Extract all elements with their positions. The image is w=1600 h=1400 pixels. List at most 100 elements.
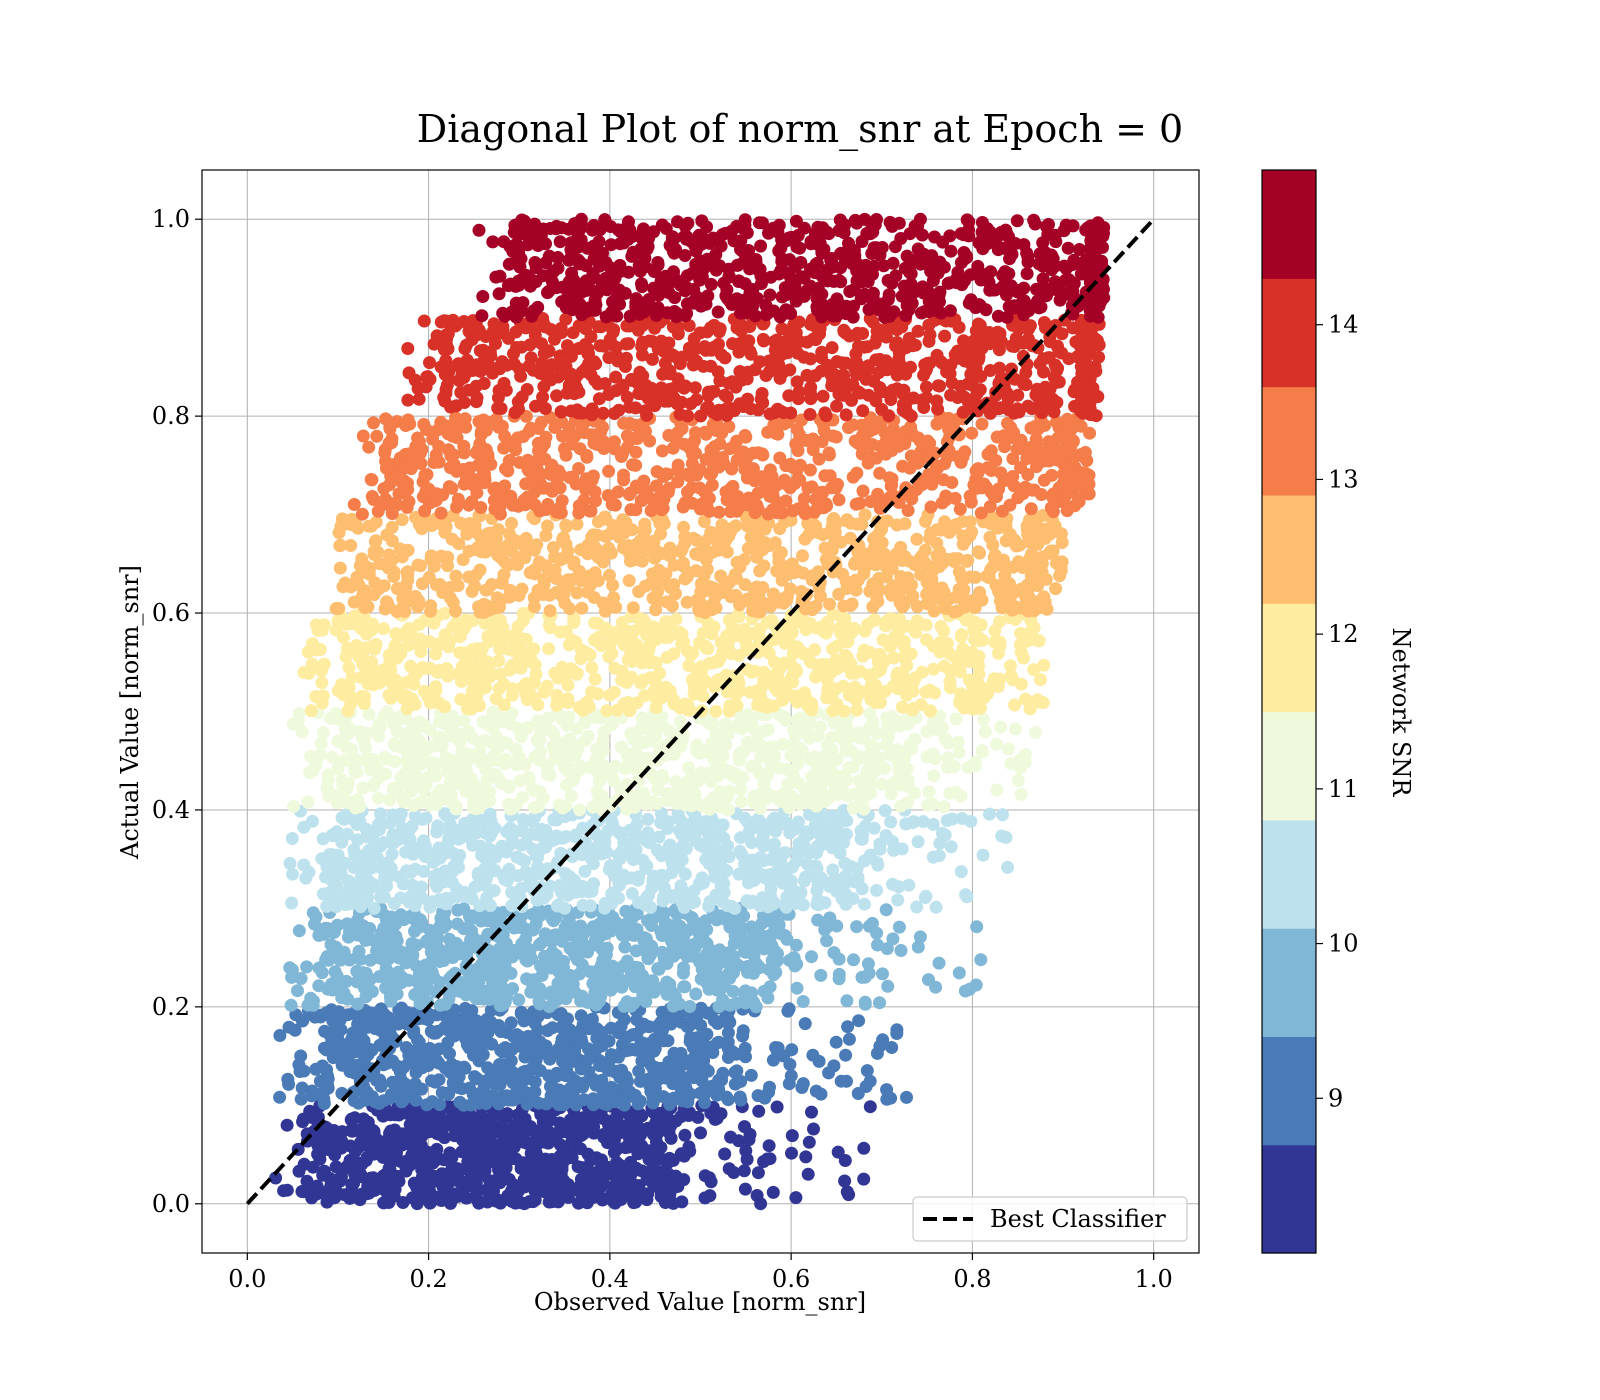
scatter-point (383, 1138, 397, 1152)
scatter-point (675, 1195, 689, 1209)
scatter-point (727, 1166, 741, 1179)
scatter-point (509, 742, 523, 756)
scatter-point (673, 919, 687, 933)
scatter-point (480, 789, 494, 803)
scatter-point (763, 980, 777, 994)
scatter-point (765, 613, 779, 627)
scatter-point (684, 911, 698, 924)
scatter-point (366, 830, 380, 843)
scatter-point (433, 783, 447, 797)
scatter-point (550, 1194, 564, 1208)
scatter-point (348, 1145, 362, 1158)
scatter-point (362, 1186, 376, 1200)
scatter-point (920, 724, 934, 738)
scatter-point (284, 998, 298, 1012)
scatter-point (721, 1026, 735, 1040)
scatter-point (558, 761, 571, 775)
scatter-point (954, 865, 968, 879)
scatter-point (562, 710, 576, 724)
scatter-point (803, 846, 817, 860)
scatter-point (307, 1183, 321, 1197)
scatter-point (878, 804, 892, 818)
scatter-point (780, 932, 794, 946)
scatter-point (811, 913, 825, 927)
scatter-point (767, 837, 781, 851)
scatter-point (553, 1138, 567, 1152)
scatter-point (292, 924, 306, 938)
scatter-point (340, 780, 354, 794)
scatter-point (865, 745, 879, 759)
scatter-point (542, 1132, 556, 1146)
scatter-point (432, 1056, 446, 1070)
scatter-point (342, 661, 356, 674)
scatter-point (805, 1105, 818, 1119)
scatter-point (542, 642, 556, 656)
scatter-point (851, 1087, 865, 1100)
scatter-point (496, 868, 510, 882)
scatter-point (770, 1100, 784, 1114)
scatter-point (419, 811, 433, 825)
scatter-point (305, 814, 319, 828)
scatter-point (566, 985, 580, 999)
scatter-point (351, 997, 365, 1011)
scatter-point (873, 996, 886, 1010)
scatter-point (576, 927, 589, 941)
scatter-point (374, 1181, 388, 1195)
scatter-point (709, 704, 723, 718)
scatter-point (558, 901, 572, 915)
scatter-point (294, 972, 308, 985)
scatter-point (996, 808, 1009, 822)
scatter-point (870, 926, 884, 940)
scatter-point (958, 984, 972, 998)
scatter-point (838, 1174, 852, 1188)
scatter-point (295, 1185, 309, 1198)
scatter-point (857, 1141, 871, 1155)
scatter-point (716, 1066, 730, 1080)
scatter-point (953, 665, 967, 679)
scatter-point (727, 949, 741, 963)
scatter-point (306, 1160, 320, 1174)
scatter-point (626, 1090, 640, 1103)
scatter-point (544, 961, 558, 975)
scatter-point (488, 821, 502, 835)
scatter-point (955, 628, 969, 642)
scatter-point (393, 1154, 407, 1168)
scatter-point (590, 764, 604, 777)
scatter-point (506, 658, 520, 672)
scatter-point (929, 900, 943, 914)
scatter-point (839, 887, 852, 901)
scatter-point (458, 1162, 472, 1176)
scatter-point (291, 713, 305, 727)
scatter-point (784, 658, 798, 671)
scatter-point (352, 1096, 365, 1110)
scatter-point (509, 798, 523, 811)
scatter-point (353, 1193, 367, 1207)
scatter-point (693, 838, 707, 852)
scatter-point (444, 1111, 458, 1125)
scatter-point (693, 746, 707, 760)
scatter-point (697, 876, 711, 890)
scatter-point (832, 972, 846, 986)
scatter-point (664, 1017, 678, 1031)
scatter-point (583, 899, 597, 913)
scatter-point (479, 1117, 493, 1130)
scatter-point (613, 878, 626, 892)
scatter-point (689, 987, 703, 1001)
scatter-point (865, 916, 879, 930)
scatter-point (491, 988, 505, 1001)
scatter-point (876, 967, 889, 981)
scatter-point (372, 939, 386, 953)
scatter-point (392, 1108, 406, 1122)
scatter-point (412, 887, 426, 901)
scatter-point (924, 704, 937, 718)
scatter-point (994, 720, 1008, 734)
scatter-point (415, 916, 429, 930)
scatter-point (451, 917, 464, 931)
scatter-point (425, 1149, 439, 1163)
scatter-point (833, 846, 847, 860)
scatter-point (751, 1089, 765, 1103)
scatter-point (596, 1128, 610, 1141)
scatter-point (468, 880, 482, 894)
scatter-point (467, 1048, 480, 1062)
scatter-point (993, 635, 1007, 649)
